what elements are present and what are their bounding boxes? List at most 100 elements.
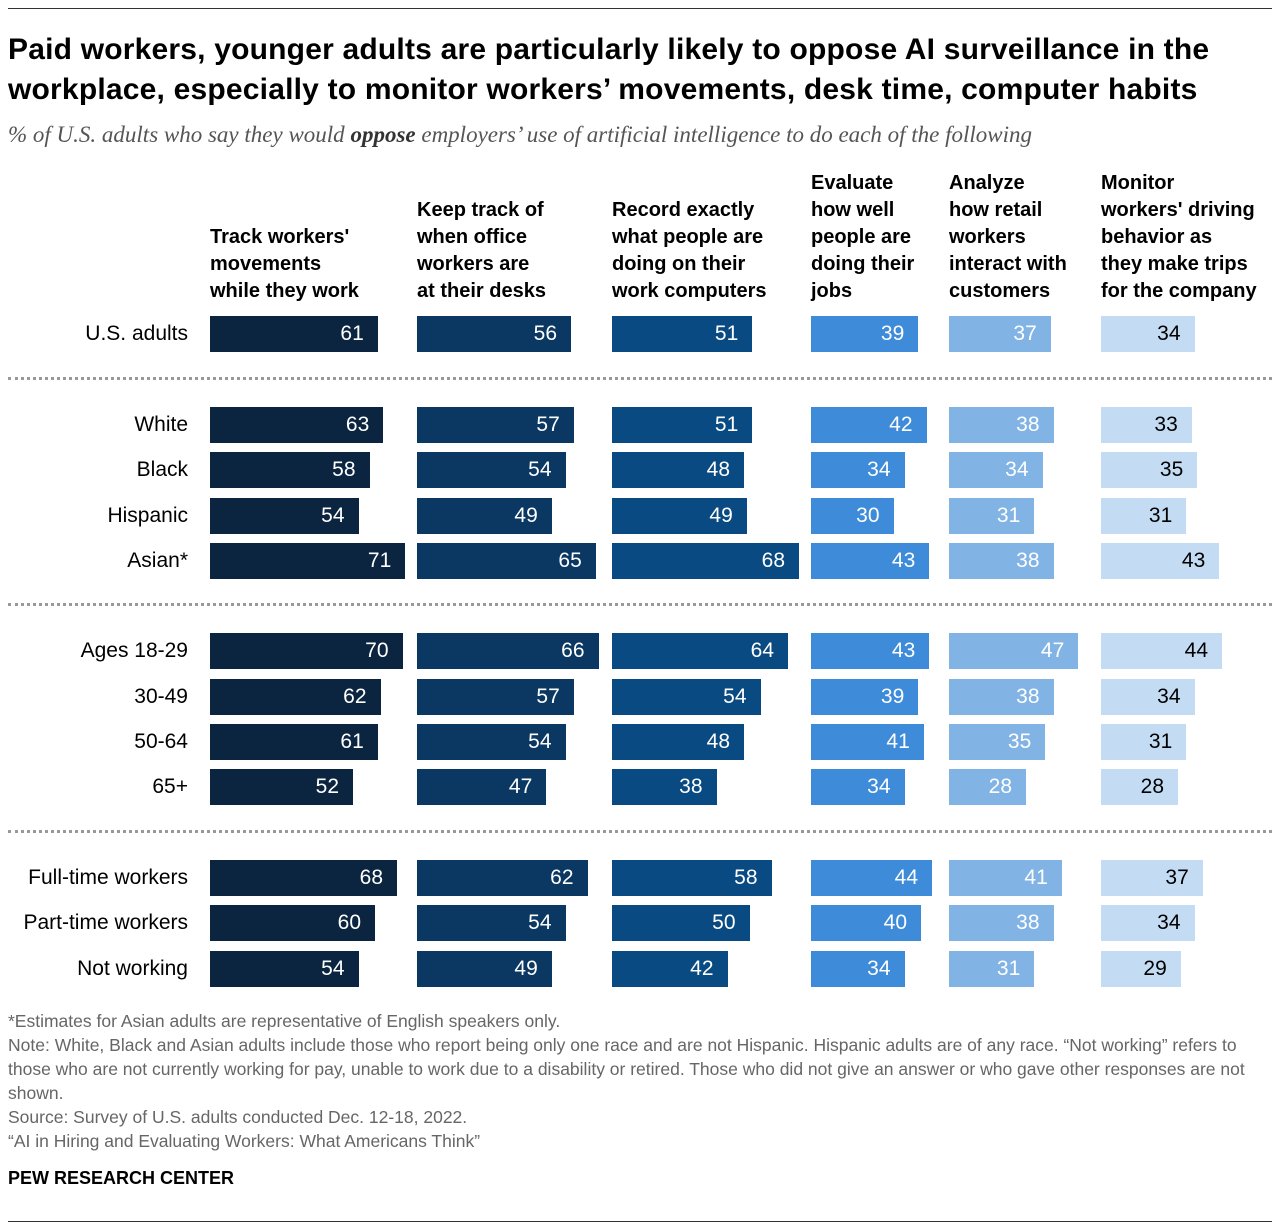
chart-subtitle: % of U.S. adults who say they would oppo… (8, 122, 1032, 148)
data-label: 54 (723, 685, 747, 708)
data-label: 51 (714, 322, 739, 345)
column-header: Track workers' movements while they work (210, 226, 359, 302)
data-label: 48 (706, 458, 730, 481)
data-label: 54 (528, 911, 552, 934)
bar (612, 543, 799, 579)
row-label: Part-time workers (23, 911, 188, 934)
bar (612, 452, 744, 488)
data-label: 31 (996, 504, 1021, 527)
bar (1101, 951, 1181, 987)
data-label: 39 (880, 322, 905, 345)
data-label: 34 (867, 775, 891, 798)
bar (417, 951, 552, 987)
row-label: Ages 18-29 (80, 639, 188, 662)
data-label: 57 (536, 413, 560, 436)
bar (417, 452, 566, 488)
bar (417, 316, 571, 352)
data-label: 43 (1181, 549, 1206, 572)
data-label: 42 (690, 957, 714, 980)
row-label: 65+ (152, 775, 188, 798)
data-label: 33 (1154, 413, 1178, 436)
data-label: 44 (894, 866, 918, 889)
data-label: 34 (1157, 685, 1181, 708)
column-header: Monitor workers' driving behavior as the… (1101, 172, 1257, 302)
bar (1101, 452, 1198, 488)
bar (612, 905, 750, 941)
bar (949, 769, 1026, 805)
data-label: 31 (996, 957, 1021, 980)
data-label: 35 (1007, 730, 1032, 753)
data-label: 56 (533, 322, 557, 345)
bar (417, 498, 552, 534)
bar (1101, 769, 1178, 805)
data-label: 52 (315, 775, 339, 798)
data-label: 51 (714, 413, 739, 436)
bar (1101, 316, 1195, 352)
bar (949, 316, 1051, 352)
data-label: 71 (367, 549, 392, 572)
data-label: 38 (1016, 549, 1040, 572)
data-label: 30 (856, 504, 880, 527)
data-label: 61 (340, 322, 364, 345)
data-label: 62 (550, 866, 574, 889)
bar (417, 679, 574, 715)
data-label: 38 (1016, 685, 1040, 708)
bar (417, 860, 588, 896)
row-label: Hispanic (107, 504, 188, 527)
data-label: 34 (867, 957, 891, 980)
bar (612, 498, 747, 534)
data-label: 42 (889, 413, 913, 436)
data-label: 31 (1148, 504, 1173, 527)
data-label: 48 (706, 730, 730, 753)
data-label: 47 (508, 775, 533, 798)
bar (417, 407, 574, 443)
bar (1101, 679, 1195, 715)
data-label: 31 (1148, 730, 1173, 753)
bar (612, 724, 744, 760)
data-label: 47 (1040, 639, 1065, 662)
bar (210, 316, 378, 352)
row-label: Asian* (127, 549, 188, 572)
data-label: 54 (321, 957, 345, 980)
subtitle-text: % of U.S. adults who say they would (8, 122, 351, 147)
data-label: 28 (988, 775, 1012, 798)
bottom-rule (8, 1221, 1272, 1222)
data-label: 37 (1165, 866, 1189, 889)
data-label: 39 (880, 685, 905, 708)
footnote-asian: *Estimates for Asian adults are represen… (8, 1011, 561, 1031)
bar (811, 316, 919, 352)
data-label: 62 (343, 685, 367, 708)
bar (1101, 498, 1187, 534)
subtitle-text: employers’ use of artificial intelligenc… (415, 122, 1033, 147)
group-separator (8, 830, 1272, 833)
bar (417, 543, 596, 579)
bar (210, 633, 403, 669)
bar (811, 951, 905, 987)
footnote-report: “AI in Hiring and Evaluating Workers: Wh… (8, 1131, 481, 1151)
bar (1101, 905, 1195, 941)
bar (417, 905, 566, 941)
bar (210, 407, 384, 443)
row-label: Not working (77, 957, 188, 980)
bar (949, 860, 1062, 896)
data-label: 38 (1016, 413, 1040, 436)
bar (612, 633, 788, 669)
data-label: 38 (679, 775, 703, 798)
chart-title: Paid workers, younger adults are particu… (8, 33, 1210, 106)
bar (612, 407, 753, 443)
group-separator (8, 603, 1272, 606)
bar (210, 498, 359, 534)
column-header: Record exactly what people are doing on … (612, 199, 767, 302)
bar (612, 316, 753, 352)
bar (210, 724, 378, 760)
bar (949, 452, 1043, 488)
bar (210, 679, 381, 715)
bar (1101, 633, 1222, 669)
bar (949, 543, 1054, 579)
bar (417, 633, 599, 669)
bar (210, 951, 359, 987)
column-header: Analyze how retail workers interact with… (949, 172, 1067, 302)
bar (612, 951, 728, 987)
bar (417, 769, 547, 805)
data-label: 34 (1005, 458, 1029, 481)
